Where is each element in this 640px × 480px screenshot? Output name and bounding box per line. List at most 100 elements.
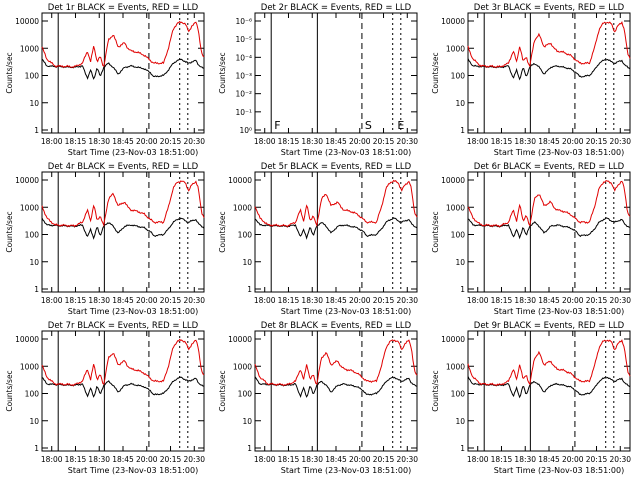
x-tick-label: 18:15 bbox=[278, 455, 300, 464]
y-axis-label: Counts/sec bbox=[431, 211, 440, 252]
panel-title: Det 1r BLACK = Events, RED = LLD bbox=[48, 3, 199, 13]
y-axis-label: Counts/sec bbox=[5, 52, 14, 93]
y-tick-label: 10000 bbox=[15, 17, 39, 26]
x-tick-label: 18:30 bbox=[301, 137, 323, 146]
x-tick-label: 20:00 bbox=[136, 455, 158, 464]
x-axis-label: Start Time (23-Nov-03 18:51:00) bbox=[494, 148, 624, 157]
lld-series-line bbox=[41, 338, 205, 387]
x-tick-label: 20:00 bbox=[562, 296, 584, 305]
x-tick-label: 20:15 bbox=[373, 137, 395, 146]
x-axis-label: Start Time (23-Nov-03 18:51:00) bbox=[68, 307, 198, 316]
x-tick-label: 20:15 bbox=[160, 137, 182, 146]
y-tick-label: 10000 bbox=[15, 176, 39, 185]
lld-series-line bbox=[467, 180, 631, 228]
x-tick-label: 18:30 bbox=[88, 296, 110, 305]
x-tick-label: 18:00 bbox=[467, 296, 489, 305]
y-tick-label: 1000 bbox=[446, 44, 465, 53]
x-tick-label: 18:45 bbox=[325, 455, 347, 464]
y-axis-label: Counts/sec bbox=[218, 52, 227, 93]
y-tick-label: 1000 bbox=[20, 44, 39, 53]
x-tick-label: 18:00 bbox=[41, 137, 63, 146]
y-axis-label: Counts/sec bbox=[431, 370, 440, 411]
y-tick-label: 10 bbox=[455, 99, 465, 108]
panel-det-7: Det 7r BLACK = Events, RED = LLD Start Ti… bbox=[5, 321, 205, 475]
x-tick-label: 18:45 bbox=[325, 137, 347, 146]
y-tick-label: 1 bbox=[460, 126, 465, 135]
x-axis-label: Start Time (23-Nov-03 18:51:00) bbox=[281, 466, 411, 475]
y-axis-label: Counts/sec bbox=[5, 211, 14, 252]
y-tick-label: 1 bbox=[247, 444, 252, 453]
panel-title: Det 4r BLACK = Events, RED = LLD bbox=[48, 162, 199, 172]
x-tick-label: 18:30 bbox=[301, 455, 323, 464]
y-tick-label: 10 bbox=[29, 258, 39, 267]
events-series-line bbox=[41, 376, 205, 398]
x-axis-label: Start Time (23-Nov-03 18:51:00) bbox=[494, 307, 624, 316]
y-tick-label: 1 bbox=[34, 126, 39, 135]
x-tick-label: 18:45 bbox=[538, 455, 560, 464]
x-tick-label: 18:30 bbox=[301, 296, 323, 305]
panel-title: Det 7r BLACK = Events, RED = LLD bbox=[48, 321, 199, 331]
y-tick-label: 10 bbox=[29, 99, 39, 108]
x-tick-label: 18:30 bbox=[88, 137, 110, 146]
panel-det-4: Det 4r BLACK = Events, RED = LLD Start Ti… bbox=[5, 162, 205, 316]
y-tick-label: 1000 bbox=[233, 362, 252, 371]
y-axis-label: Counts/sec bbox=[218, 370, 227, 411]
y-tick-label: 100 bbox=[25, 72, 40, 81]
x-axis-label: Start Time (23-Nov-03 18:51:00) bbox=[281, 148, 411, 157]
x-tick-label: 20:15 bbox=[586, 137, 608, 146]
x-tick-label: 18:45 bbox=[112, 455, 134, 464]
y-tick-label: 1 bbox=[34, 285, 39, 294]
y-tick-label: 1000 bbox=[233, 203, 252, 212]
x-tick-label: 20:30 bbox=[396, 455, 418, 464]
x-tick-label: 18:30 bbox=[514, 137, 536, 146]
x-tick-label: 20:30 bbox=[609, 137, 631, 146]
y-tick-label: 10000 bbox=[228, 335, 252, 344]
y-tick-label: 10000 bbox=[441, 176, 465, 185]
x-tick-label: 18:00 bbox=[254, 137, 276, 146]
y-tick-label: 1000 bbox=[446, 203, 465, 212]
y-tick-label: 10⁻⁶ bbox=[235, 17, 252, 26]
x-tick-label: 18:30 bbox=[514, 455, 536, 464]
events-series-line bbox=[41, 58, 205, 80]
y-tick-label: 1 bbox=[460, 285, 465, 294]
panel-det-9: Det 9r BLACK = Events, RED = LLD Start Ti… bbox=[431, 321, 631, 475]
event-marker-label: S bbox=[365, 119, 372, 132]
y-tick-label: 1 bbox=[34, 444, 39, 453]
y-tick-label: 100 bbox=[451, 390, 466, 399]
x-tick-label: 20:00 bbox=[349, 296, 371, 305]
x-tick-label: 20:00 bbox=[349, 137, 371, 146]
x-axis-label: Start Time (23-Nov-03 18:51:00) bbox=[494, 466, 624, 475]
x-tick-label: 18:30 bbox=[514, 296, 536, 305]
x-tick-label: 18:15 bbox=[65, 296, 87, 305]
lld-series-line bbox=[467, 21, 631, 68]
x-tick-label: 20:30 bbox=[396, 296, 418, 305]
y-tick-label: 10000 bbox=[228, 176, 252, 185]
y-axis-label: Counts/sec bbox=[218, 211, 227, 252]
y-tick-label: 10 bbox=[455, 258, 465, 267]
x-tick-label: 18:45 bbox=[325, 296, 347, 305]
x-tick-label: 20:00 bbox=[136, 137, 158, 146]
y-tick-label: 1000 bbox=[20, 362, 39, 371]
x-tick-label: 18:15 bbox=[491, 455, 513, 464]
x-tick-label: 20:30 bbox=[183, 137, 205, 146]
x-tick-label: 18:15 bbox=[278, 296, 300, 305]
y-tick-label: 10⁻¹ bbox=[235, 108, 252, 117]
x-tick-label: 18:45 bbox=[112, 296, 134, 305]
y-tick-label: 1 bbox=[247, 285, 252, 294]
lld-series-line bbox=[254, 179, 418, 228]
lld-series-line bbox=[41, 20, 205, 69]
panel-title: Det 6r BLACK = Events, RED = LLD bbox=[474, 162, 625, 172]
y-tick-label: 100 bbox=[25, 231, 40, 240]
panel-title: Det 3r BLACK = Events, RED = LLD bbox=[474, 3, 625, 13]
x-tick-label: 18:15 bbox=[491, 137, 513, 146]
x-tick-label: 20:15 bbox=[586, 296, 608, 305]
y-tick-label: 10000 bbox=[441, 17, 465, 26]
panel-title: Det 2r BLACK = Events, RED = LLD bbox=[261, 3, 412, 13]
x-tick-label: 18:45 bbox=[538, 296, 560, 305]
x-axis-label: Start Time (23-Nov-03 18:51:00) bbox=[281, 307, 411, 316]
event-marker-label: F bbox=[274, 119, 280, 132]
x-tick-label: 18:00 bbox=[41, 296, 63, 305]
x-tick-label: 18:00 bbox=[467, 137, 489, 146]
x-tick-label: 20:30 bbox=[396, 137, 418, 146]
